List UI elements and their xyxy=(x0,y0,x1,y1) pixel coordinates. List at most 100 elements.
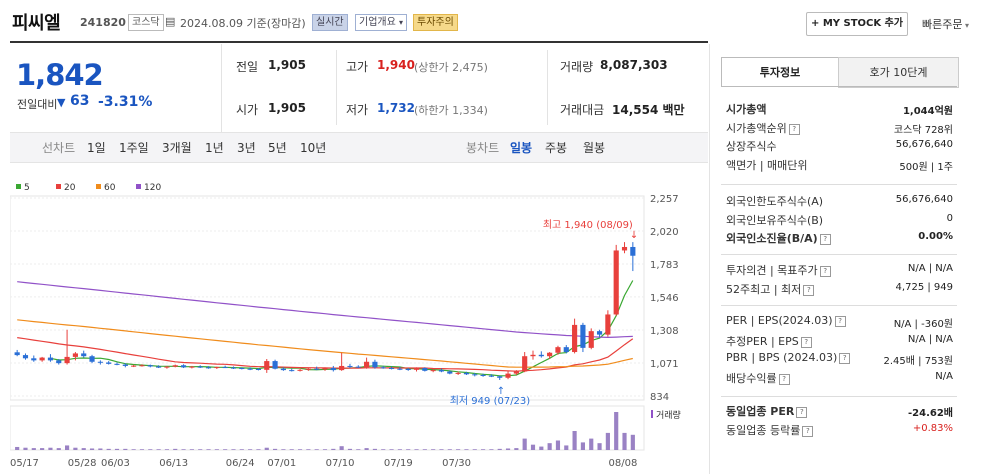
candle-body xyxy=(596,331,603,335)
mystock-add-button[interactable]: + MY STOCK 추가 xyxy=(806,12,908,36)
volume-bar xyxy=(547,443,552,450)
candle-body xyxy=(455,372,461,374)
help-icon[interactable]: ? xyxy=(788,123,800,135)
candle-monthly[interactable]: 월봉 xyxy=(583,141,606,155)
candle-weekly[interactable]: 주봉 xyxy=(545,141,568,155)
period-1d[interactable]: 1일 xyxy=(87,141,106,155)
tab-hoga[interactable]: 호가 10단계 xyxy=(838,57,959,88)
legend-label: 20 xyxy=(64,183,76,193)
open-value: 1,905 xyxy=(268,101,306,115)
current-price: 1,842 xyxy=(16,58,104,92)
line-chart-label: 선차트 xyxy=(42,141,76,155)
open-label: 시가 xyxy=(236,103,259,117)
candle-body xyxy=(189,366,195,368)
up-arrow-icon: ↑ xyxy=(497,386,505,397)
price-chart[interactable]: 2,257 2,020 1,783 1,546 1,308 1,071 834 5 20 60 12… xyxy=(10,162,708,474)
candle-daily[interactable]: 일봉 xyxy=(510,141,533,155)
divider xyxy=(547,50,548,125)
legend-swatch xyxy=(56,184,61,189)
help-icon[interactable]: ? xyxy=(839,353,851,364)
volume-bar xyxy=(189,449,194,450)
quick-order-button[interactable]: 빠른주문 ▾ xyxy=(922,16,969,32)
info-label: PBR | BPS (2024.03)? xyxy=(726,351,851,364)
company-overview-dropdown[interactable]: 기업개요 ▾ xyxy=(355,14,408,31)
period-1w[interactable]: 1주일 xyxy=(119,141,149,155)
change-percent: -3.31% xyxy=(98,94,153,110)
chevron-down-icon: ▾ xyxy=(962,21,970,30)
help-icon[interactable]: ? xyxy=(803,284,815,296)
lower-limit: (하한가 1,334) xyxy=(414,104,488,117)
header-divider xyxy=(10,41,708,43)
period-5y[interactable]: 5년 xyxy=(268,141,287,155)
volume-bar xyxy=(356,449,361,450)
info-label-text: PER | EPS(2024.03) xyxy=(726,314,833,327)
volume-value: 8,087,303 xyxy=(600,58,668,72)
volume-bar xyxy=(331,448,336,450)
x-tick-label: 07/19 xyxy=(384,458,413,469)
help-icon[interactable]: ? xyxy=(819,234,831,245)
candle-body xyxy=(497,376,503,378)
volume-bar xyxy=(414,449,419,450)
candle-body xyxy=(588,331,594,348)
volume-bar xyxy=(530,444,536,450)
help-icon[interactable]: ? xyxy=(802,426,814,437)
candle-body xyxy=(422,368,428,371)
x-tick-label: 06/13 xyxy=(159,458,188,469)
legend-label: 120 xyxy=(144,183,161,193)
info-label: 액면가 | 매매단위 xyxy=(726,157,808,173)
info-value: 0 xyxy=(946,212,953,224)
candle-body xyxy=(106,362,112,364)
volume-bar xyxy=(297,449,303,450)
info-value: N/A | N/A xyxy=(907,263,953,274)
volume-bar xyxy=(156,449,161,450)
candle-body xyxy=(388,368,395,370)
y-tick-label: 2,020 xyxy=(650,227,679,238)
candle-body xyxy=(472,374,478,376)
help-icon[interactable]: ? xyxy=(778,373,790,385)
candle-body xyxy=(613,250,619,315)
volume-bar xyxy=(131,449,136,450)
period-3y[interactable]: 3년 xyxy=(237,141,256,155)
help-icon[interactable]: ? xyxy=(796,407,808,418)
volume-bar xyxy=(580,442,585,450)
volume-bar xyxy=(397,449,402,450)
tab-invest-info[interactable]: 투자정보 xyxy=(721,57,839,87)
legend-swatch xyxy=(16,184,21,189)
volume-bar xyxy=(497,448,502,450)
candle-body xyxy=(522,356,528,372)
volume-bar xyxy=(281,449,286,450)
info-label: 배당수익률? xyxy=(726,370,790,386)
info-value: -24.62배 xyxy=(908,408,953,419)
help-icon[interactable]: ? xyxy=(834,316,846,327)
candle-body xyxy=(538,354,544,357)
help-icon[interactable]: ? xyxy=(819,266,831,277)
candle-body xyxy=(605,314,611,335)
period-1y[interactable]: 1년 xyxy=(205,141,224,155)
info-label-text: 외국인한도주식수(A) xyxy=(726,195,824,208)
help-icon[interactable]: ? xyxy=(800,336,812,348)
candle-body xyxy=(621,246,628,251)
candle-body xyxy=(397,368,403,370)
candle-body xyxy=(555,347,561,353)
info-label-text: 배당수익률 xyxy=(726,371,777,385)
volume-bar xyxy=(372,448,377,450)
info-value: 56,676,640 xyxy=(895,139,953,150)
candle-body xyxy=(305,368,311,370)
candle-body xyxy=(81,353,87,357)
volume-legend-swatch xyxy=(651,410,653,418)
info-label-text: 외국인소진율(B/A) xyxy=(726,232,818,245)
volume-bar xyxy=(431,449,436,450)
realtime-button[interactable]: 실시간 xyxy=(312,14,348,31)
legend-swatch xyxy=(136,184,141,189)
info-label: 외국인소진율(B/A)? xyxy=(726,230,831,246)
volume-bar xyxy=(56,448,61,450)
volume-bar xyxy=(514,448,519,450)
ma20-line xyxy=(17,337,634,372)
volume-bar xyxy=(256,449,261,450)
base-date: 2024.08.09 기준(장마감) xyxy=(180,15,306,31)
candle-body xyxy=(372,361,378,368)
period-3m[interactable]: 3개월 xyxy=(162,141,192,155)
candle-body xyxy=(630,246,636,256)
candle-body xyxy=(314,368,320,370)
period-10y[interactable]: 10년 xyxy=(300,141,327,155)
